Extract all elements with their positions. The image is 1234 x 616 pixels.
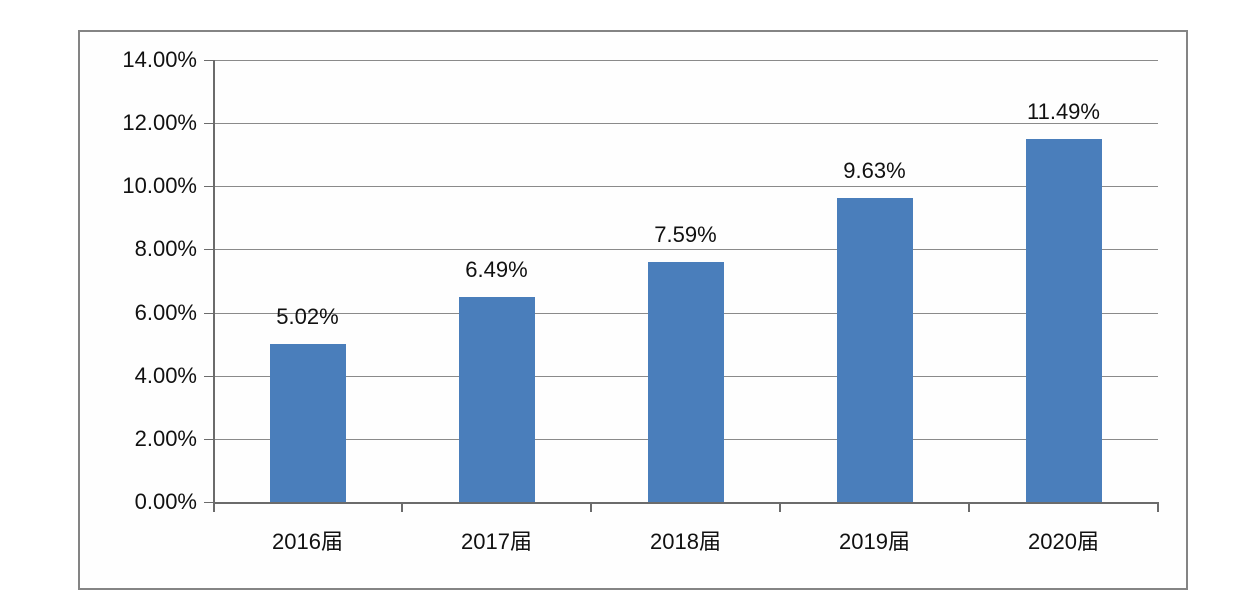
x-axis-tick [779, 504, 781, 512]
y-axis-tick [204, 123, 213, 125]
x-axis-category-label: 2016届 [272, 529, 343, 554]
bar-2019届 [836, 197, 913, 502]
x-axis-tick [1157, 504, 1159, 512]
bar-2017届 [458, 297, 535, 502]
y-gridline [213, 123, 1158, 125]
x-axis-line [213, 502, 1159, 504]
y-axis-tick [204, 502, 213, 503]
y-gridline [213, 249, 1158, 251]
chart-frame: 0.00% 2.00% 4.00% 6.00% 8.00% 10.00% 12.00% 14.… [78, 30, 1188, 590]
y-axis-tick-label: 12.00% [122, 110, 197, 136]
y-axis-tick-label: 0.00% [134, 489, 197, 514]
y-axis-tick-label: 2.00% [134, 425, 197, 451]
bar-2018届 [647, 262, 724, 502]
x-axis-tick [968, 504, 970, 512]
y-axis-line [213, 60, 215, 512]
bar-data-label: 5.02% [276, 303, 339, 329]
y-gridline [213, 186, 1158, 188]
x-axis-tick [401, 504, 403, 512]
bar-data-label: 11.49% [1027, 99, 1100, 125]
y-axis-tick [204, 438, 213, 440]
y-axis-tick-label: 8.00% [134, 236, 197, 262]
x-axis-category-label: 2018届 [650, 529, 721, 554]
bar-data-label: 7.59% [654, 222, 717, 248]
y-axis-tick [204, 312, 213, 314]
bar-2020届 [1025, 139, 1102, 502]
bar-data-label: 9.63% [843, 157, 906, 183]
x-axis-category-label: 2019届 [839, 529, 910, 554]
y-axis-tick [204, 60, 213, 61]
x-axis-category-label: 2017届 [461, 529, 532, 554]
y-axis-tick [204, 375, 213, 377]
y-axis-tick [204, 186, 213, 188]
y-axis-tick-label: 14.00% [122, 47, 197, 72]
y-gridline [213, 60, 1158, 61]
bar-2016届 [269, 343, 346, 502]
y-axis-tick [204, 249, 213, 251]
y-axis-tick-label: 10.00% [122, 173, 197, 199]
x-axis-tick [590, 504, 592, 512]
bar-data-label: 6.49% [465, 257, 528, 283]
y-axis-tick-label: 4.00% [134, 362, 197, 388]
x-axis-category-label: 2020届 [1028, 529, 1099, 554]
y-axis-tick-label: 6.00% [134, 299, 197, 325]
